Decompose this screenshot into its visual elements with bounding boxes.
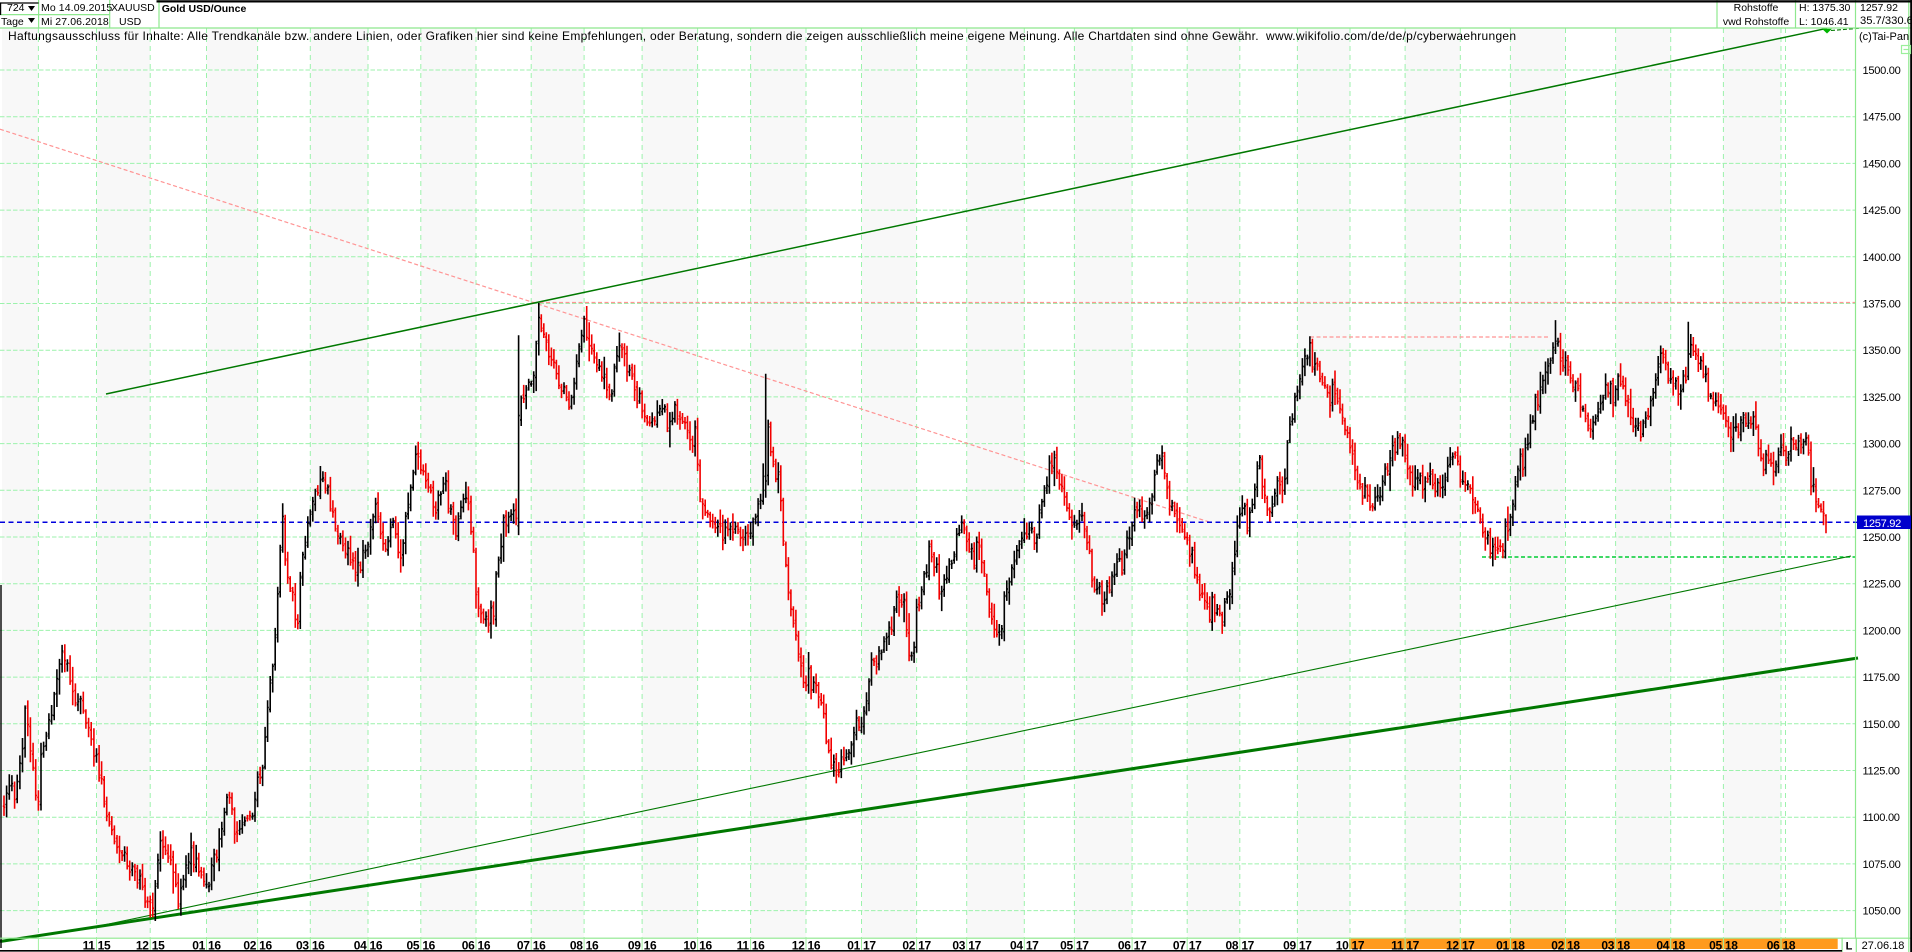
svg-text:11 15: 11 15 [83,938,111,952]
svg-text:06 18: 06 18 [1767,938,1796,952]
svg-text:09 17: 09 17 [1283,938,1312,952]
svg-text:1257.92: 1257.92 [1863,518,1901,530]
svg-text:1425.00: 1425.00 [1863,205,1901,217]
svg-text:12 15: 12 15 [136,938,165,952]
svg-text:1075.00: 1075.00 [1863,859,1901,871]
svg-text:1050.00: 1050.00 [1863,906,1901,918]
svg-text:1100.00: 1100.00 [1863,812,1900,824]
svg-text:05 18: 05 18 [1709,938,1738,952]
svg-text:04 16: 04 16 [354,938,383,952]
svg-text:1475.00: 1475.00 [1863,112,1901,124]
svg-text:02 18: 02 18 [1551,938,1580,952]
svg-text:02 17: 02 17 [902,938,931,952]
svg-text:06 16: 06 16 [462,938,491,952]
svg-text:11 17: 11 17 [1391,938,1419,952]
svg-text:12 16: 12 16 [792,938,821,952]
svg-text:11 16: 11 16 [737,938,765,952]
svg-text:1375.00: 1375.00 [1863,299,1901,311]
svg-text:04 18: 04 18 [1656,938,1685,952]
svg-text:08 16: 08 16 [570,938,599,952]
svg-text:1400.00: 1400.00 [1863,252,1901,264]
svg-text:03 16: 03 16 [296,938,325,952]
svg-text:27.06.18: 27.06.18 [1862,940,1905,952]
svg-text:1500.00: 1500.00 [1863,65,1901,77]
svg-text:03 18: 03 18 [1601,938,1630,952]
svg-text:1300.00: 1300.00 [1863,439,1901,451]
svg-text:05 16: 05 16 [407,938,436,952]
svg-text:07 17: 07 17 [1173,938,1202,952]
svg-text:1225.00: 1225.00 [1863,579,1901,591]
svg-text:1275.00: 1275.00 [1863,485,1901,497]
svg-text:1250.00: 1250.00 [1863,532,1901,544]
svg-text:09 16: 09 16 [628,938,657,952]
svg-text:1200.00: 1200.00 [1863,625,1901,637]
svg-text:08 17: 08 17 [1226,938,1255,952]
svg-text:1350.00: 1350.00 [1863,345,1901,357]
svg-text:10 16: 10 16 [683,938,712,952]
svg-text:10 17: 10 17 [1336,938,1365,952]
svg-text:1125.00: 1125.00 [1863,766,1900,778]
svg-text:02 16: 02 16 [243,938,272,952]
svg-text:04 17: 04 17 [1010,938,1039,952]
svg-text:05 17: 05 17 [1060,938,1089,952]
svg-text:1175.00: 1175.00 [1863,672,1900,684]
svg-text:1325.00: 1325.00 [1863,392,1901,404]
svg-text:12 17: 12 17 [1446,938,1475,952]
svg-text:01 17: 01 17 [847,938,876,952]
svg-text:01 16: 01 16 [192,938,221,952]
svg-text:07 16: 07 16 [517,938,546,952]
svg-text:06 17: 06 17 [1118,938,1147,952]
svg-text:1150.00: 1150.00 [1863,719,1900,731]
svg-text:L: L [1846,940,1853,952]
svg-text:1450.00: 1450.00 [1863,158,1901,170]
svg-text:01 18: 01 18 [1496,938,1525,952]
svg-text:03 17: 03 17 [952,938,981,952]
